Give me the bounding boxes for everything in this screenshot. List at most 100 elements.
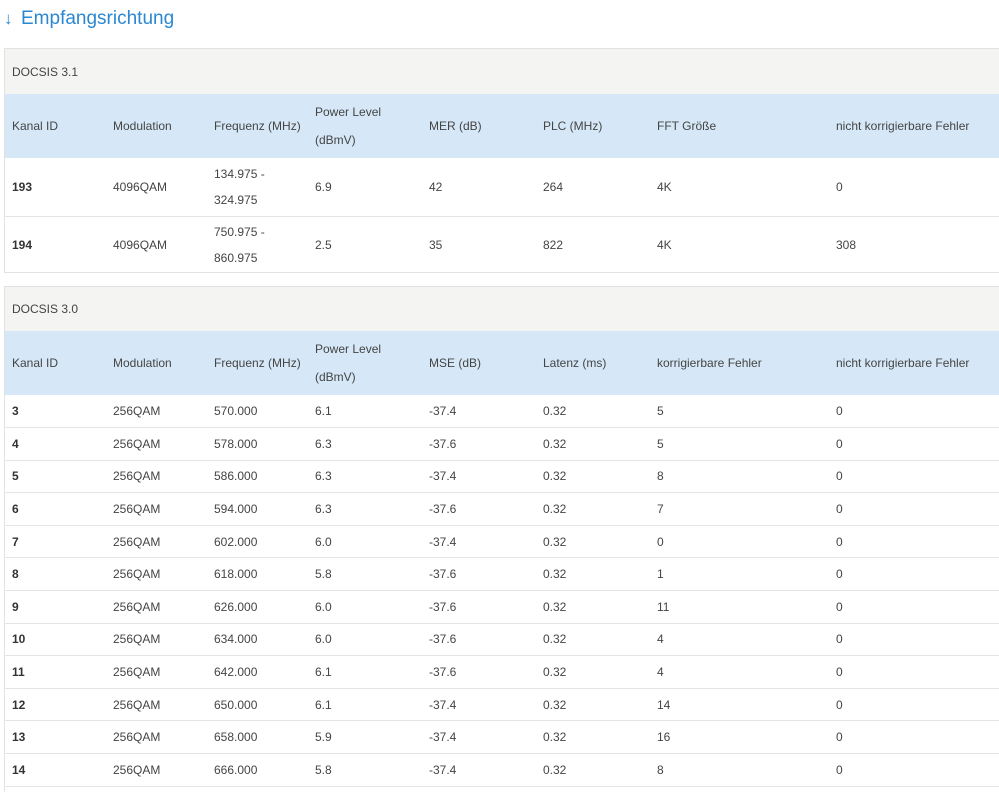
cell-modulation: 4096QAM xyxy=(113,238,168,253)
cell-kanal-id: 12 xyxy=(5,688,106,722)
cell-metric: 42 xyxy=(422,158,536,217)
cell-metric: -37.4 xyxy=(422,753,536,787)
cell-nicht-korrigierbare-fehler: 0 xyxy=(829,720,999,755)
cell-metric: -37.6 xyxy=(422,590,536,624)
table-row: 3 256QAM 570.000 6.1 -37.4 0.32 5 0 xyxy=(5,395,999,429)
col-header-modulation: Modulation xyxy=(113,119,172,133)
cell-modulation: 256QAM xyxy=(106,720,207,755)
cell-modulation: 256QAM xyxy=(106,492,207,526)
cell-modulation: 256QAM xyxy=(106,623,207,657)
cell-frequenz: 618.000 xyxy=(207,557,308,592)
cell-power-level: 5.8 xyxy=(308,753,422,787)
docsis30-table: Kanal ID Modulation Frequenz (MHz) Power… xyxy=(5,331,999,787)
arrow-down-icon: ↓ xyxy=(4,9,13,28)
docsis31-card: DOCSIS 3.1 Kanal ID Modulation Frequenz … xyxy=(4,48,999,273)
cell-frequenz: 594.000 xyxy=(207,492,308,526)
cell-kanal-id: 3 xyxy=(5,395,106,429)
cell-nicht-korrigierbare-fehler: 0 xyxy=(829,623,999,657)
cell-frequenz: 578.000 xyxy=(207,427,308,461)
cell-frequenz: 750.975 - 860.975 xyxy=(214,225,265,266)
cell-metric: -37.6 xyxy=(422,623,536,657)
cell-power-level: 6.9 xyxy=(308,158,422,217)
cell-metric: -37.6 xyxy=(422,655,536,689)
docsis31-header-row: Kanal ID Modulation Frequenz (MHz) Power… xyxy=(5,94,999,158)
cell-power-level: 6.1 xyxy=(308,655,422,689)
cell-nicht-korrigierbare-fehler: 0 xyxy=(829,525,999,559)
cell-nicht-korrigierbare-fehler: 0 xyxy=(829,395,999,429)
cell-nicht-korrigierbare-fehler: 0 xyxy=(829,753,999,787)
cell-modulation: 256QAM xyxy=(106,427,207,461)
cell-power-level: 5.9 xyxy=(308,720,422,755)
cell-kanal-id: 194 xyxy=(12,238,33,253)
col-header-frequenz: Frequenz (MHz) xyxy=(214,356,301,370)
cell-power-level: 6.0 xyxy=(308,525,422,559)
col-header-plc: PLC (MHz) xyxy=(543,119,603,133)
col-header-nicht-korrigierbare-fehler: nicht korrigierbare Fehler xyxy=(836,119,970,133)
cell-power-level: 6.3 xyxy=(308,492,422,526)
table-row: 11 256QAM 642.000 6.1 -37.6 0.32 4 0 xyxy=(5,655,999,689)
col-header-nicht-korrigierbare-fehler: nicht korrigierbare Fehler xyxy=(836,356,970,370)
cell-fehler: 5 xyxy=(650,395,829,429)
cell-fehler: 4K xyxy=(650,158,829,217)
col-header-latenz: Latenz (ms) xyxy=(543,356,607,370)
cell-power-level: 6.3 xyxy=(308,427,422,461)
cell-power-level: 6.1 xyxy=(308,688,422,722)
cell-metric: -37.4 xyxy=(422,720,536,755)
cell-metric-2: 0.32 xyxy=(536,427,650,461)
cell-kanal-id: 5 xyxy=(5,460,106,494)
table-row: 14 256QAM 666.000 5.8 -37.4 0.32 8 0 xyxy=(5,753,999,787)
col-header-power-level: Power Level (dBmV) xyxy=(315,105,382,147)
col-header-modulation: Modulation xyxy=(113,356,172,370)
table-row: 5 256QAM 586.000 6.3 -37.4 0.32 8 0 xyxy=(5,460,999,494)
cell-kanal-id: 9 xyxy=(5,590,106,624)
cell-metric-2: 0.32 xyxy=(536,492,650,526)
cell-metric: -37.4 xyxy=(422,395,536,429)
cell-metric-2: 0.32 xyxy=(536,753,650,787)
cell-nicht-korrigierbare-fehler: 0 xyxy=(829,492,999,526)
col-header-mer: MER (dB) xyxy=(429,119,482,133)
cell-metric-2: 0.32 xyxy=(536,557,650,592)
cell-modulation: 256QAM xyxy=(106,590,207,624)
cell-frequenz: 666.000 xyxy=(207,753,308,787)
cell-fehler: 7 xyxy=(650,492,829,526)
section-heading-empfangsrichtung[interactable]: ↓ Empfangsrichtung xyxy=(4,6,174,32)
cell-metric-2: 822 xyxy=(543,238,564,253)
docsis30-header-row: Kanal ID Modulation Frequenz (MHz) Power… xyxy=(5,331,999,395)
table-row: 4 256QAM 578.000 6.3 -37.6 0.32 5 0 xyxy=(5,427,999,461)
cell-nicht-korrigierbare-fehler: 308 xyxy=(836,238,857,253)
col-header-mse: MSE (dB) xyxy=(429,356,482,370)
section-heading-label: Empfangsrichtung xyxy=(21,8,175,29)
cell-metric-2: 0.32 xyxy=(536,460,650,494)
cell-kanal-id: 7 xyxy=(5,525,106,559)
cell-fehler: 1 xyxy=(650,557,829,592)
cell-nicht-korrigierbare-fehler: 0 xyxy=(829,590,999,624)
col-header-frequenz: Frequenz (MHz) xyxy=(214,119,301,133)
cell-kanal-id: 6 xyxy=(5,492,106,526)
cell-fehler: 8 xyxy=(650,753,829,787)
cell-nicht-korrigierbare-fehler: 0 xyxy=(829,158,999,217)
cell-metric: -37.4 xyxy=(422,460,536,494)
cell-power-level: 6.3 xyxy=(308,460,422,494)
cell-metric-2: 0.32 xyxy=(536,525,650,559)
col-header-kanal-id: Kanal ID xyxy=(12,356,59,370)
col-header-fft-groesse: FFT Größe xyxy=(657,119,717,133)
cell-power-level: 2.5 xyxy=(315,238,332,253)
table-row: 9 256QAM 626.000 6.0 -37.6 0.32 11 0 xyxy=(5,590,999,624)
cell-frequenz: 642.000 xyxy=(207,655,308,689)
cell-modulation: 256QAM xyxy=(106,655,207,689)
cell-fehler: 16 xyxy=(650,720,829,755)
cell-kanal-id: 13 xyxy=(5,720,106,755)
cell-kanal-id: 4 xyxy=(5,427,106,461)
cell-frequenz: 570.000 xyxy=(207,395,308,429)
cell-metric: -37.6 xyxy=(422,427,536,461)
cell-kanal-id: 8 xyxy=(5,557,106,592)
cell-modulation: 256QAM xyxy=(106,460,207,494)
cell-nicht-korrigierbare-fehler: 0 xyxy=(829,688,999,722)
table-row: 10 256QAM 634.000 6.0 -37.6 0.32 4 0 xyxy=(5,623,999,657)
cell-frequenz: 134.975 - 324.975 xyxy=(207,158,308,217)
cell-nicht-korrigierbare-fehler: 0 xyxy=(829,557,999,592)
cell-modulation: 4096QAM xyxy=(106,158,207,217)
cell-nicht-korrigierbare-fehler: 0 xyxy=(829,460,999,494)
cell-frequenz: 658.000 xyxy=(207,720,308,755)
cell-metric: -37.4 xyxy=(422,688,536,722)
